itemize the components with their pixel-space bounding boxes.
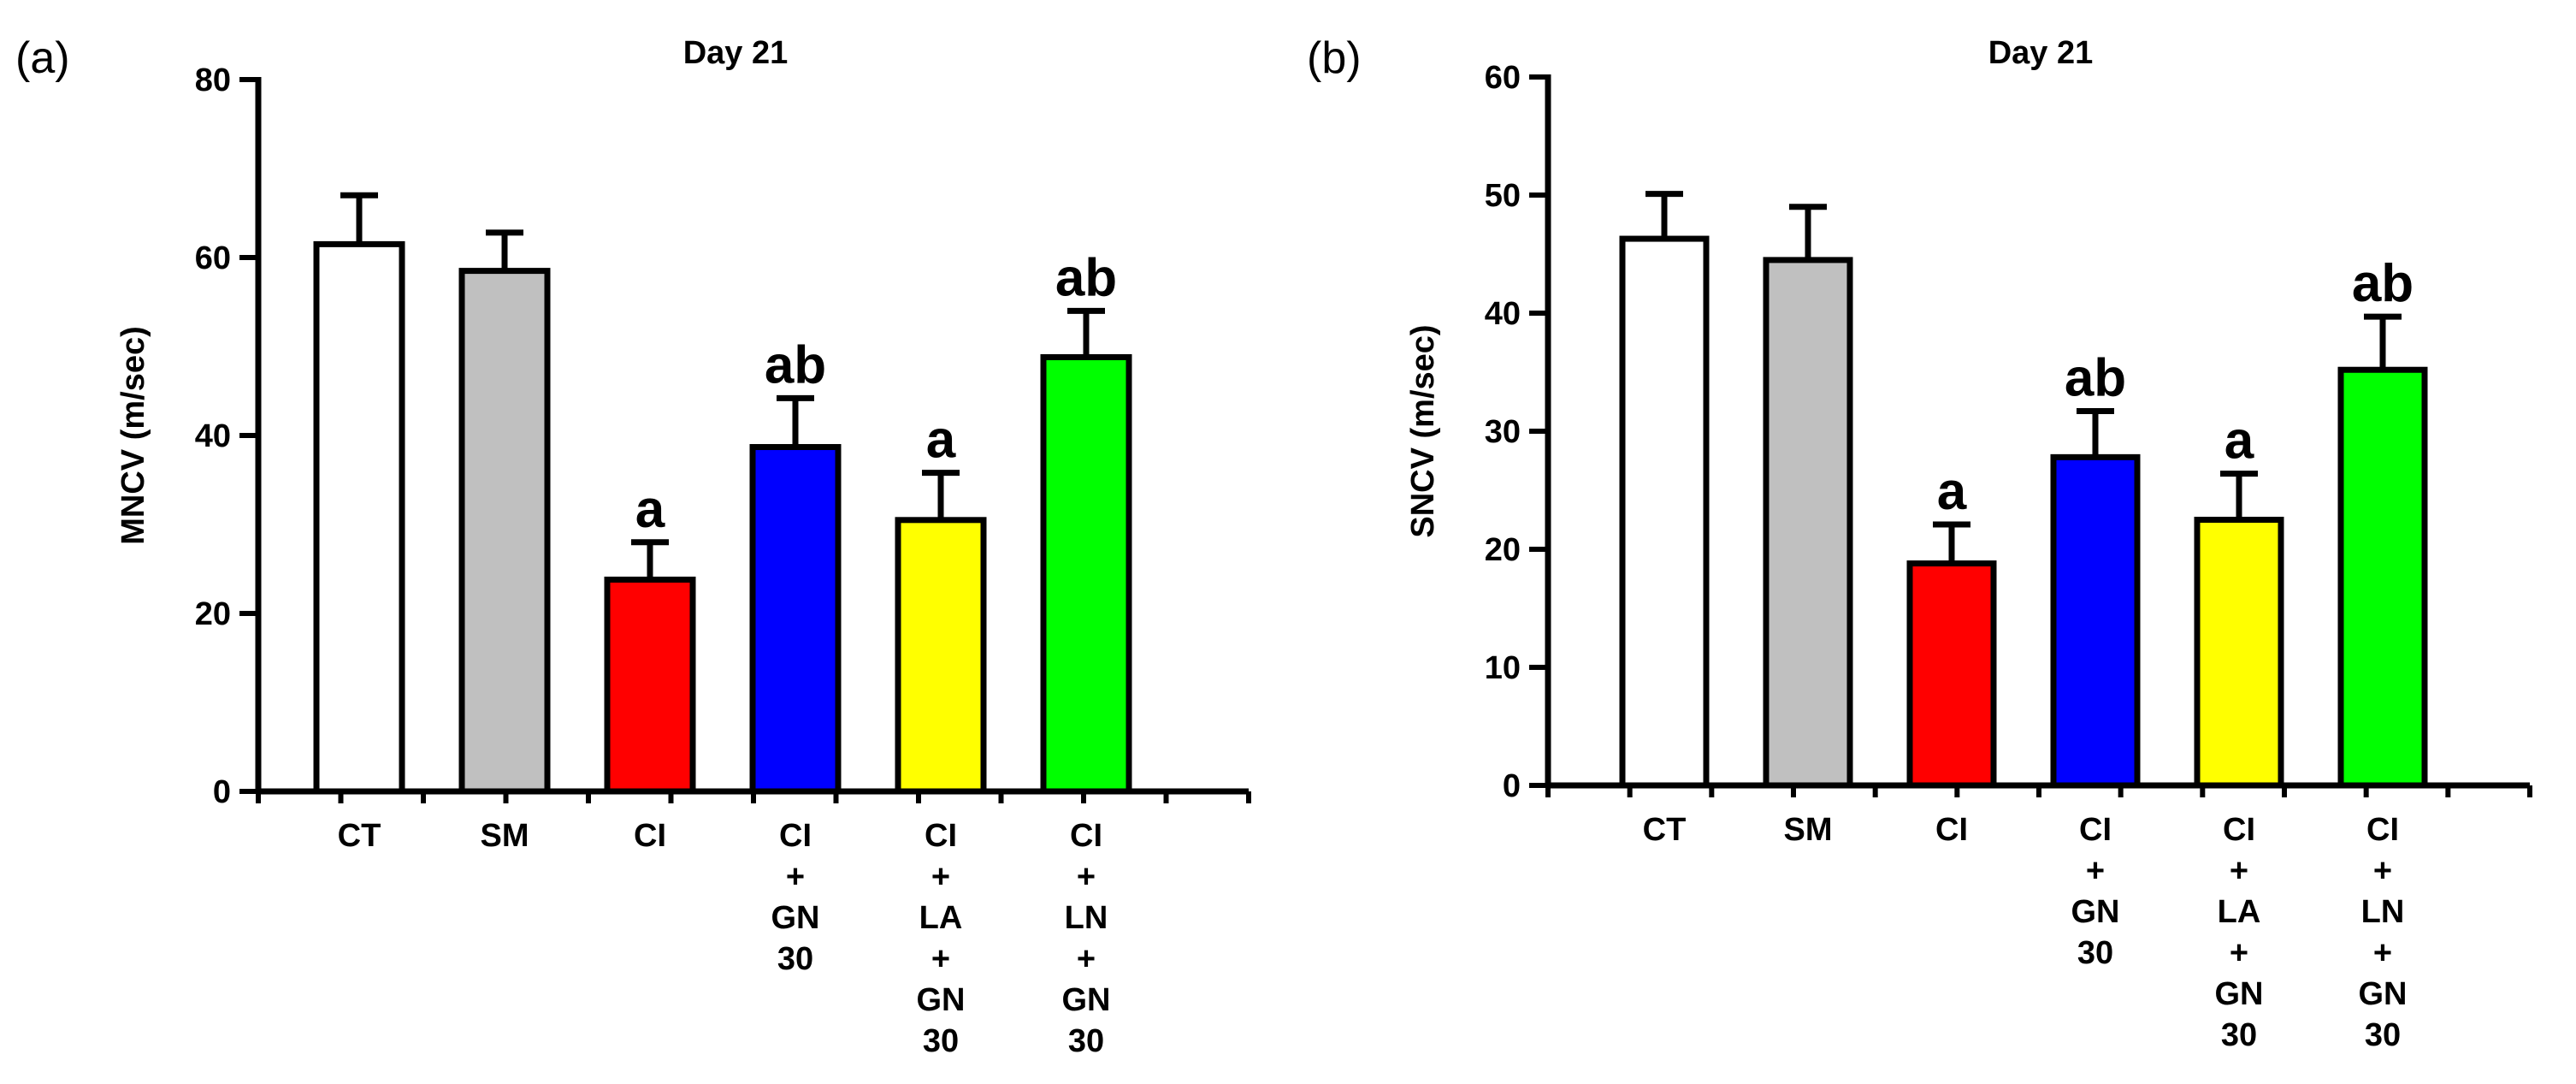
significance-label: ab — [1055, 248, 1117, 307]
y-tick-label: 0 — [1503, 768, 1521, 804]
y-axis-label: SNCV (m/sec) — [1405, 324, 1441, 537]
y-tick-label: 40 — [195, 418, 231, 454]
bar — [2053, 457, 2137, 785]
y-tick-label: 40 — [1485, 296, 1521, 332]
y-axis-label: MNCV (m/sec) — [115, 326, 151, 545]
chart-title: Day 21 — [683, 35, 789, 71]
y-tick-label: 80 — [195, 62, 231, 98]
bar — [1622, 239, 1706, 785]
significance-label: ab — [2352, 254, 2414, 313]
bar — [607, 579, 693, 791]
y-tick-label: 10 — [1485, 650, 1521, 686]
x-tick-label: CI + GN 30 — [2071, 812, 2120, 971]
x-tick-label: SM — [481, 818, 529, 854]
y-tick-label: 60 — [1485, 60, 1521, 96]
chart-title: Day 21 — [1988, 35, 2094, 71]
significance-label: a — [635, 480, 665, 539]
y-tick-label: 50 — [1485, 178, 1521, 214]
bar — [1910, 564, 1994, 785]
significance-label: a — [1937, 462, 1967, 521]
bar — [462, 271, 547, 791]
significance-label: a — [926, 411, 956, 470]
y-tick-label: 20 — [1485, 532, 1521, 568]
x-tick-label: CI + LA + GN 30 — [917, 818, 966, 1059]
bar — [1766, 260, 1850, 785]
y-tick-label: 20 — [195, 596, 231, 632]
x-tick-label: CI — [1935, 812, 1968, 848]
significance-label: a — [2224, 412, 2254, 471]
bar-chart-b: Day 21 SNCV (m/sec) CT SM a CI ab CI + GN 30 a CI + LA… — [1288, 0, 2576, 1084]
bar — [316, 244, 402, 791]
bar — [2197, 520, 2281, 786]
x-tick-label: CT — [338, 818, 381, 854]
significance-label: ab — [765, 335, 826, 394]
x-tick-label: CI + LA + GN 30 — [2215, 812, 2264, 1053]
y-tick-label: 0 — [213, 774, 231, 810]
bar — [2341, 370, 2425, 785]
chart-panel-a: (a) Day 21 MNCV (m/sec) CT SM a CI ab CI + GN 30 a C… — [0, 0, 1288, 1084]
x-tick-label: CI + LN + GN 30 — [1062, 818, 1111, 1059]
significance-label: ab — [2065, 349, 2126, 408]
x-tick-label: CI — [634, 818, 666, 854]
chart-panel-b: (b) Day 21 SNCV (m/sec) CT SM a CI ab CI + GN 30 a C… — [1288, 0, 2576, 1084]
bar — [1043, 357, 1129, 791]
x-tick-label: CT — [1643, 812, 1687, 848]
bar — [753, 447, 838, 791]
bar — [898, 520, 984, 791]
x-tick-label: CI + LN + GN 30 — [2359, 812, 2408, 1053]
x-tick-label: CI + GN 30 — [771, 818, 820, 977]
y-tick-label: 30 — [1485, 414, 1521, 450]
bar-chart-a: Day 21 MNCV (m/sec) CT SM a CI ab CI + GN 30 a CI + LA… — [0, 0, 1288, 1084]
x-tick-label: SM — [1784, 812, 1833, 848]
y-tick-label: 60 — [195, 240, 231, 276]
